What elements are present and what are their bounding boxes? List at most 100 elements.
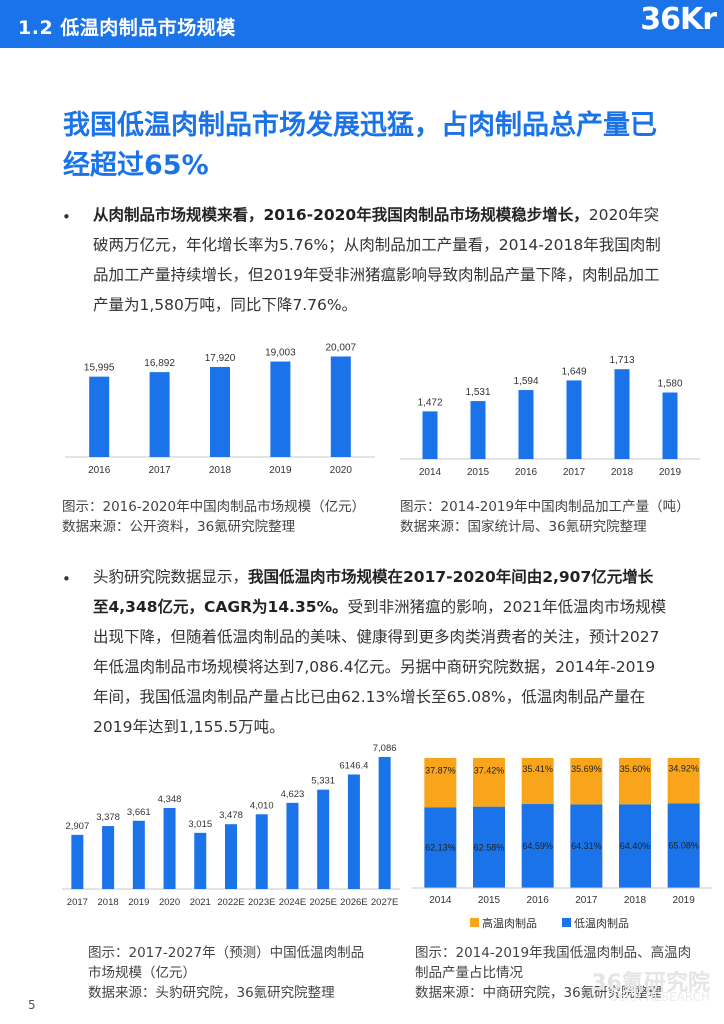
- caption-3-title: 图示：2017-2027年（预测）中国低温肉制品: [88, 945, 365, 961]
- data-label: 64.59%: [522, 841, 553, 851]
- bullet-2: •: [62, 570, 71, 588]
- tick-label: 2019: [659, 467, 682, 478]
- tick-label: 2015: [478, 895, 501, 906]
- data-label: 1,594: [513, 376, 538, 387]
- bar: [662, 392, 678, 459]
- brand-logo: 36Kr: [640, 2, 717, 37]
- legend-label-high-temp: 高温肉制品: [482, 916, 537, 930]
- data-label: 37.42%: [474, 765, 505, 775]
- data-label: 37.87%: [425, 766, 456, 776]
- tick-label: 2023E: [248, 897, 275, 908]
- bullet-1: •: [62, 208, 71, 226]
- data-label: 17,920: [205, 353, 236, 364]
- caption-chart-4: 图示：2014-2019年我国低温肉制品、高温肉 制品产量占比情况 数据来源：中…: [415, 943, 691, 1003]
- bar: [566, 380, 582, 459]
- chart-meat-production: 1,472 2014 1,531 2015 1,594 2016 1,649 2017 1,71…: [400, 333, 700, 481]
- data-label: 3,378: [96, 812, 120, 823]
- paragraph-1-bold: 从肉制品市场规模来看，2016-2020年我国肉制品市场规模稳步增长，: [93, 206, 589, 224]
- bar: [422, 411, 438, 459]
- caption-3-title-cont: 市场规模（亿元）: [88, 965, 196, 981]
- tick-label: 2024E: [279, 897, 306, 908]
- caption-2-source: 数据来源：国家统计局、36氪研究院整理: [400, 519, 647, 535]
- bar: [225, 824, 237, 889]
- data-label: 1,713: [609, 355, 634, 366]
- data-label: 3,478: [219, 810, 243, 821]
- data-label: 6146.4: [339, 760, 368, 771]
- tick-label: 2019: [128, 897, 149, 908]
- data-label: 7,086: [373, 743, 397, 754]
- chart-1-svg: 15,995 2016 16,892 2017 17,920 2018 19,003 2019…: [65, 342, 375, 476]
- tick-label: 2019: [673, 895, 696, 906]
- legend-label-low-temp: 低温肉制品: [574, 917, 629, 930]
- tick-label: 2027E: [371, 897, 398, 908]
- bar: [89, 376, 110, 457]
- caption-1-title: 图示：2016-2020年中国肉制品市场规模（亿元）: [62, 499, 366, 515]
- data-label: 64.31%: [571, 841, 602, 851]
- chart-4-svg: 62.13% 37.87% 2014 62.58% 37.42% 2015 64.59% 35…: [412, 758, 712, 930]
- data-label: 4,010: [250, 800, 274, 811]
- caption-4-title: 图示：2014-2019年我国低温肉制品、高温肉: [415, 945, 692, 961]
- tick-label: 2016: [515, 467, 538, 478]
- tick-label: 2017: [575, 895, 598, 906]
- caption-chart-1: 图示：2016-2020年中国肉制品市场规模（亿元） 数据来源：公开资料，36氪…: [62, 497, 365, 537]
- data-label: 1,472: [417, 397, 442, 408]
- bar: [317, 789, 330, 889]
- bar-low-temp: [667, 803, 700, 888]
- tick-label: 2016: [527, 895, 550, 906]
- data-label: 1,580: [657, 379, 682, 390]
- data-label: 4,348: [158, 794, 182, 805]
- tick-label: 2022E: [217, 897, 244, 908]
- caption-3-source: 数据来源：头豹研究院，36氪研究院整理: [88, 985, 335, 1001]
- paragraph-2-text-b: 受到非洲猪瘟的影响，2021年低温肉市场规模出现下降，但随着低温肉制品的美味、健…: [93, 598, 667, 736]
- bar-high-temp: [521, 758, 554, 805]
- chart-low-temp-market: 2,907 2017 3,378 2018 3,661 2019 4,348 2020 3,01…: [62, 735, 400, 915]
- tick-label: 2019: [269, 465, 292, 476]
- bar-low-temp: [619, 804, 651, 888]
- data-label: 15,995: [84, 363, 115, 374]
- bar-high-temp: [473, 758, 505, 807]
- tick-label: 2018: [209, 465, 232, 476]
- data-label: 4,623: [281, 789, 305, 800]
- data-label: 19,003: [265, 348, 296, 359]
- chart-3-svg: 2,907 2017 3,378 2018 3,661 2019 4,348 2020 3,01…: [62, 743, 400, 908]
- paragraph-2: 头豹研究院数据显示，我国低温肉市场规模在2017-2020年间由2,907亿元增…: [93, 562, 668, 742]
- caption-2-title: 图示：2014-2019年中国肉制品加工产量（吨）: [400, 499, 690, 515]
- tick-label: 2021: [190, 897, 211, 908]
- bar: [614, 369, 630, 459]
- bar: [330, 356, 351, 457]
- data-label: 20,007: [326, 342, 357, 353]
- data-label: 35.60%: [620, 764, 651, 774]
- data-label: 34.92%: [668, 764, 699, 774]
- bar-high-temp: [424, 758, 457, 808]
- bar: [132, 820, 145, 889]
- data-label: 35.41%: [522, 764, 553, 774]
- page-number: 5: [28, 998, 36, 1012]
- caption-1-source: 数据来源：公开资料，36氪研究院整理: [62, 519, 296, 535]
- bar: [286, 802, 299, 889]
- caption-chart-3: 图示：2017-2027年（预测）中国低温肉制品 市场规模（亿元） 数据来源：头…: [88, 943, 364, 1003]
- bar: [270, 361, 291, 457]
- tick-label: 2017: [563, 467, 586, 478]
- paragraph-2-bold: 我国低温肉市场规模在2017-2020年间由2,907亿元增长至4,348亿元，…: [93, 568, 654, 616]
- tick-label: 2020: [159, 897, 180, 908]
- chart-low-high-share: 62.13% 37.87% 2014 62.58% 37.42% 2015 64.59% 35…: [412, 752, 712, 937]
- bar-low-temp: [570, 804, 603, 888]
- watermark-sub: 36KR RESEARCH: [610, 990, 710, 1004]
- data-label: 1,531: [465, 387, 490, 398]
- data-label: 1,649: [561, 366, 586, 377]
- paragraph-1-text: 2020年突破两万亿元，年化增长率为5.76%；从肉制品加工产量看，2014-2…: [93, 206, 661, 314]
- data-label: 64.40%: [620, 841, 651, 851]
- bar: [378, 756, 391, 889]
- bar-high-temp: [619, 758, 651, 805]
- section-title: 1.2 低温肉制品市场规模: [18, 17, 236, 39]
- data-label: 5,331: [311, 776, 335, 787]
- bar-high-temp: [667, 758, 700, 804]
- bar: [470, 401, 486, 459]
- bar: [210, 366, 230, 457]
- bar: [149, 372, 170, 457]
- chart-meat-market-size: 15,995 2016 16,892 2017 17,920 2018 19,003 2019…: [65, 333, 375, 481]
- data-label: 2,907: [65, 821, 89, 832]
- paragraph-2-text-a: 头豹研究院数据显示，: [93, 568, 249, 586]
- page-title: 我国低温肉制品市场发展迅猛，占肉制品总产量已经超过65%: [63, 110, 657, 181]
- bar: [71, 834, 84, 889]
